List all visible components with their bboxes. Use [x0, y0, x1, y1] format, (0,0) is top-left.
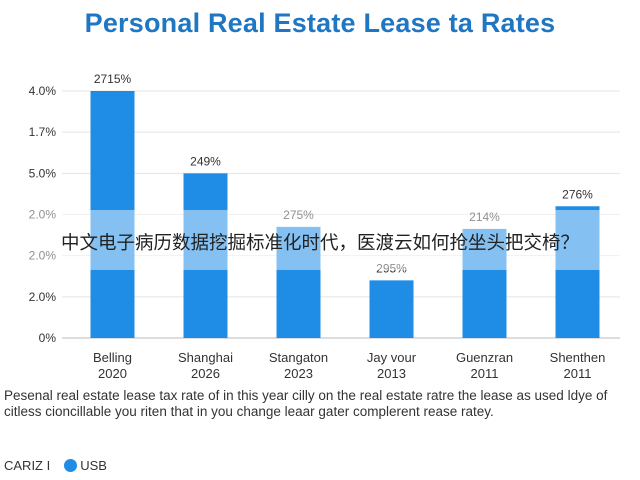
y-tick-label: 5.0% — [29, 166, 57, 180]
overlay-band — [0, 210, 640, 270]
bar — [462, 228, 507, 338]
bar-value-label: 275% — [283, 208, 314, 222]
y-tick-label: 1.7% — [29, 125, 57, 139]
bar — [90, 91, 135, 338]
legend-label-1: CARIZ I — [4, 457, 51, 473]
legend: CARIZ I USB — [4, 456, 107, 474]
bar — [555, 206, 600, 338]
bar — [276, 226, 321, 338]
x-tick-label: 2013 — [377, 366, 406, 381]
bar-value-label: 276% — [562, 187, 593, 201]
legend-label-2: USB — [80, 457, 107, 473]
bar-chart: 0% 2.0% 2.0% 2.0% 5.0% 1.7% 4.0% 2715% 249% 275%… — [29, 72, 620, 381]
y-tick-label: 4.0% — [29, 84, 57, 98]
bar-value-label: 2715% — [94, 72, 132, 86]
x-tick-label: Stangaton — [269, 350, 328, 365]
overlay-headline: 中文电子病历数据挖掘标准化时代，医渡云如何抢坐头把交椅？ — [60, 233, 579, 254]
x-tick-label: Jay vour — [367, 350, 417, 365]
y-tick-label: 0% — [39, 331, 57, 345]
y-tick-label: 2.0% — [29, 208, 57, 222]
x-tick-label: 2020 — [98, 366, 127, 381]
bar-value-label: 295% — [376, 261, 407, 275]
bar-value-label: 249% — [190, 154, 221, 168]
x-tick-label: Shenthen — [550, 350, 606, 365]
bar — [369, 280, 414, 338]
chart-title: Personal Real Estate Lease ta Rates — [84, 8, 556, 38]
legend-swatch — [64, 458, 78, 472]
x-tick-label: 2023 — [284, 366, 313, 381]
y-tick-label: 2.0% — [29, 249, 57, 263]
chart-caption: Pesenal real estate lease tax rate of in… — [4, 388, 608, 419]
x-tick-label: Guenzran — [456, 350, 513, 365]
x-tick-label: 2011 — [471, 366, 499, 381]
x-tick-label: 2011 — [564, 366, 592, 381]
bar-value-label: 214% — [469, 210, 500, 224]
y-tick-label: 2.0% — [29, 290, 57, 304]
x-tick-label: 2026 — [191, 366, 220, 381]
x-tick-label: Shanghai — [178, 350, 233, 365]
bar — [183, 173, 228, 338]
x-tick-label: Belling — [93, 350, 132, 365]
